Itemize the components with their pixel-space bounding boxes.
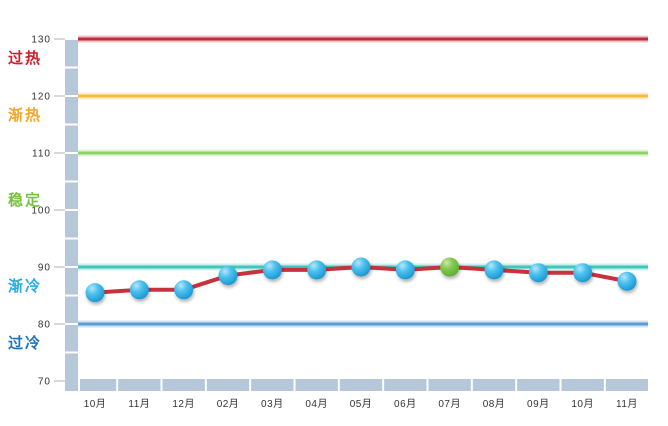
x-tick-label: 10月: [571, 398, 594, 410]
x-axis-bar-segment: [384, 379, 427, 391]
x-axis-bar-segment: [206, 379, 250, 391]
y-tick-label: 70: [38, 377, 51, 388]
x-tick-label: 05月: [350, 398, 373, 410]
data-point[interactable]: [85, 283, 105, 303]
y-axis-bar-segment: [65, 353, 78, 380]
data-point[interactable]: [174, 280, 194, 300]
x-axis-bar-segment: [80, 379, 117, 391]
x-tick-label: 06月: [394, 398, 417, 410]
data-point-highlight[interactable]: [440, 257, 460, 277]
y-axis-bar-segment: [65, 154, 78, 181]
zone-label-overheat: 过热: [8, 49, 43, 67]
x-tick-label: 09月: [527, 398, 550, 410]
x-axis-bar-segment: [605, 379, 648, 391]
data-point[interactable]: [617, 271, 637, 291]
zone-label-stable: 稳定: [8, 192, 43, 210]
x-axis-bar-segment: [295, 379, 338, 391]
data-point[interactable]: [351, 257, 371, 277]
x-axis-bar-segment: [517, 379, 560, 391]
y-tick-label: 110: [32, 149, 51, 160]
data-point[interactable]: [528, 263, 548, 283]
data-point[interactable]: [262, 260, 282, 280]
x-axis-bar-segment: [251, 379, 294, 391]
x-tick-label: 11月: [128, 398, 150, 410]
x-axis-bar-segment: [428, 379, 471, 391]
data-point[interactable]: [307, 260, 327, 280]
y-axis-bar-segment: [65, 40, 78, 67]
x-axis-bar-segment: [118, 379, 161, 391]
y-axis-bar-segment: [65, 325, 78, 352]
zone-label-warming: 渐热: [8, 106, 43, 124]
y-tick-label: 80: [38, 320, 51, 331]
x-axis-bar-segment: [339, 379, 383, 391]
x-tick-label: 02月: [217, 398, 240, 410]
data-point[interactable]: [573, 263, 593, 283]
data-point[interactable]: [484, 260, 504, 280]
y-axis-bar-segment: [65, 125, 78, 152]
zone-label-overcooled: 过冷: [8, 334, 43, 352]
x-tick-label: 10月: [84, 398, 107, 410]
y-axis-bar-segment: [65, 296, 78, 323]
x-tick-label: 07月: [438, 398, 461, 410]
x-axis-bar-segment: [472, 379, 516, 391]
x-tick-label: 12月: [172, 398, 195, 410]
x-tick-label: 08月: [483, 398, 506, 410]
x-tick-label: 04月: [305, 398, 328, 410]
y-axis-bar-segment: [65, 97, 78, 124]
y-tick-label: 90: [38, 263, 51, 274]
x-axis-bar-segment: [162, 379, 205, 391]
y-tick-label: 100: [31, 206, 51, 217]
data-point[interactable]: [129, 280, 149, 300]
y-axis-bar-segment: [65, 239, 78, 266]
y-axis-bar-segment: [65, 268, 78, 295]
y-tick-label: 120: [31, 92, 51, 103]
y-tick-label: 130: [31, 35, 51, 46]
data-point[interactable]: [395, 260, 415, 280]
zone-label-cooling: 渐冷: [8, 277, 43, 295]
x-axis-bar-segment: [561, 379, 604, 391]
data-point[interactable]: [218, 266, 238, 286]
axis-corner: [65, 379, 78, 391]
x-tick-label: 11月: [616, 398, 638, 410]
y-axis-bar-segment: [65, 211, 78, 238]
y-axis-bar-segment: [65, 68, 78, 95]
y-axis-bar-segment: [65, 182, 78, 209]
x-tick-label: 03月: [261, 398, 284, 410]
